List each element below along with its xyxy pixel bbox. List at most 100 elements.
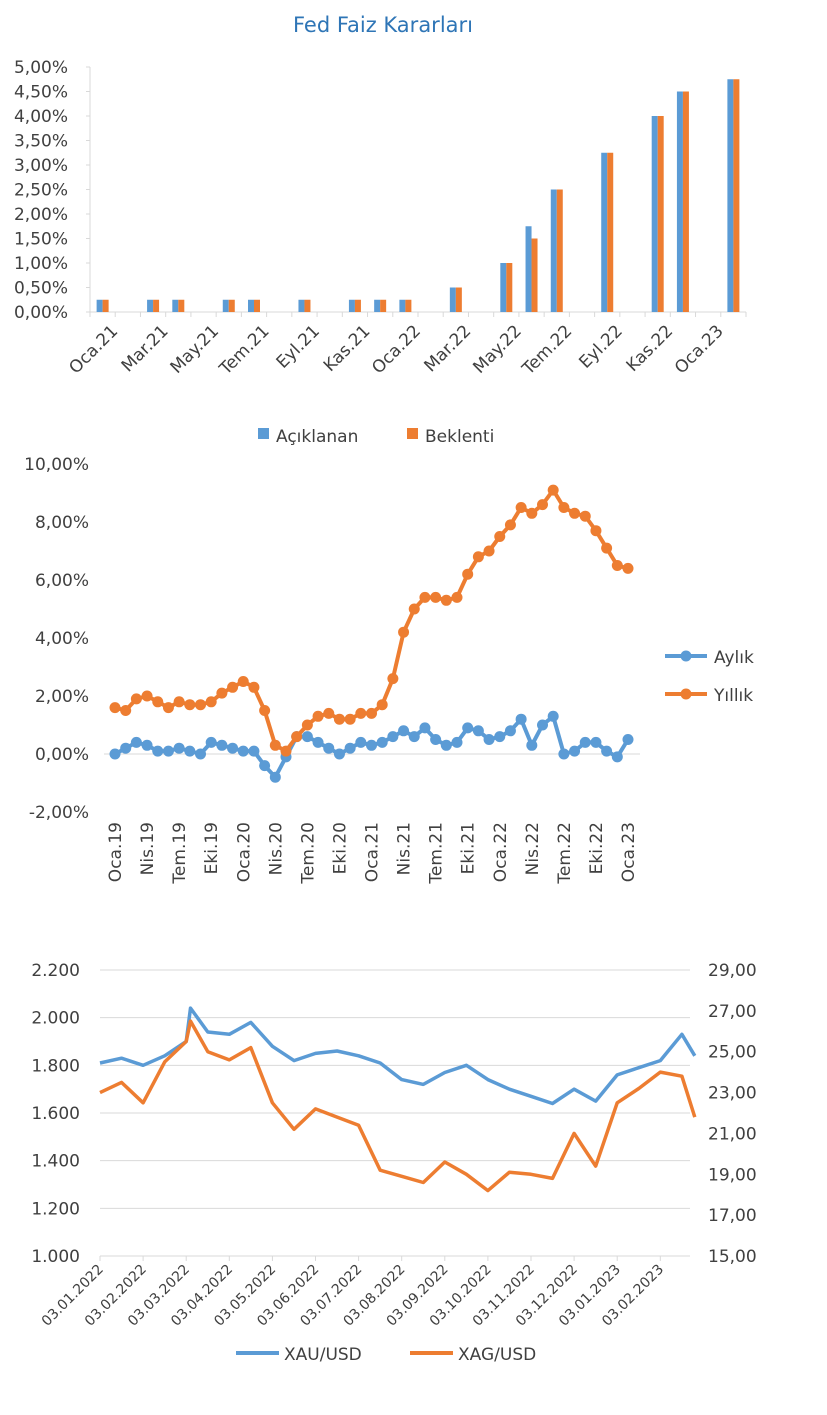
point-yillik — [483, 545, 495, 557]
bar-aciklanan — [96, 299, 103, 312]
point-aylik — [451, 736, 463, 748]
bar-aciklanan — [525, 226, 532, 312]
point-aylik — [387, 731, 399, 743]
bar-beklenti — [178, 299, 185, 312]
point-aylik — [216, 739, 228, 751]
point-yillik — [152, 696, 164, 708]
point-yillik — [333, 713, 345, 725]
x-tick-label: Tem.22 — [518, 321, 576, 379]
bar-aciklanan — [298, 299, 305, 312]
bar-aciklanan — [147, 299, 154, 312]
x-tick-label: Nis.21 — [395, 822, 415, 875]
point-aylik — [579, 736, 591, 748]
point-aylik — [398, 725, 410, 737]
point-aylik — [408, 731, 420, 743]
point-yillik — [259, 705, 271, 716]
y-left-tick-label: 1.400 — [31, 1152, 80, 1172]
bar-beklenti — [153, 299, 160, 312]
point-yillik — [430, 591, 442, 603]
point-aylik — [344, 742, 356, 754]
point-yillik — [451, 591, 463, 603]
y-right-tick-label: 19,00 — [708, 1165, 757, 1185]
y-tick-label: 6,00% — [35, 571, 89, 591]
point-yillik — [398, 626, 410, 638]
point-yillik — [184, 699, 196, 711]
point-aylik — [366, 739, 377, 751]
bar-beklenti — [405, 299, 412, 312]
inflation-chart: -2,00% 0,00% 2,00% 4,00% 6,00% 8,00% 10,00% Oca… — [24, 455, 754, 885]
x-tick-label: Kas.22 — [623, 321, 678, 376]
point-aylik — [483, 734, 495, 745]
point-yillik — [526, 507, 538, 519]
bar-beklenti — [531, 238, 538, 312]
point-yillik — [579, 510, 591, 522]
y-left-tick-label: 2.200 — [31, 961, 80, 981]
point-yillik — [312, 710, 324, 722]
point-yillik — [558, 502, 570, 513]
point-yillik — [462, 568, 474, 580]
x-tick-label: Nis.19 — [138, 822, 158, 875]
y-left-tick-label: 2.000 — [31, 1009, 80, 1029]
x-tick-label: May.22 — [469, 321, 525, 377]
point-yillik — [622, 562, 634, 574]
bar-beklenti — [102, 299, 109, 312]
legend-swatch-beklenti — [407, 428, 418, 439]
point-yillik — [387, 673, 399, 685]
y-left-tick-label: 1.000 — [31, 1247, 80, 1267]
point-yillik — [227, 681, 239, 693]
y-tick-label: 0,50% — [14, 279, 68, 299]
y-tick-label: 5,00% — [14, 58, 68, 78]
point-yillik — [195, 699, 206, 711]
point-yillik — [291, 731, 303, 743]
point-yillik — [494, 531, 506, 542]
y-right-tick-label: 29,00 — [708, 961, 757, 981]
y-tick-label: 10,00% — [24, 455, 89, 475]
y-right-tick-label: 27,00 — [708, 1002, 757, 1022]
x-tick-label: Oca.23 — [619, 822, 639, 882]
x-tick-label: Eki.19 — [202, 822, 222, 874]
point-aylik — [195, 748, 206, 760]
y-left-tick-label: 1.600 — [31, 1104, 80, 1124]
point-aylik — [430, 734, 442, 745]
point-aylik — [515, 713, 527, 725]
legend-marker-aylik — [680, 650, 692, 662]
bar-beklenti — [254, 299, 260, 312]
y-tick-label: 4,00% — [35, 629, 89, 649]
series-line-xau — [99, 1006, 697, 1106]
bar-aciklanan — [374, 299, 381, 312]
x-tick-label: Nis.20 — [266, 822, 286, 875]
point-aylik — [173, 742, 185, 754]
point-aylik — [462, 722, 474, 734]
y-tick-label: 8,00% — [35, 513, 89, 533]
bar-beklenti — [304, 299, 311, 312]
series-line-xag — [99, 1019, 697, 1193]
point-yillik — [280, 745, 292, 757]
x-tick-label: Oca.21 — [65, 321, 122, 378]
bar-aciklanan — [651, 116, 658, 312]
point-aylik — [227, 742, 239, 754]
y-tick-label: 4,00% — [14, 107, 68, 127]
point-aylik — [494, 731, 506, 743]
chart-title: Fed Faiz Kararları — [293, 13, 473, 37]
y-tick-label: 2,00% — [35, 687, 89, 707]
y-tick-label: 1,50% — [14, 230, 68, 250]
point-yillik — [248, 681, 260, 693]
point-aylik — [162, 745, 174, 757]
point-yillik — [237, 676, 249, 687]
x-tick-label: Oca.22 — [491, 822, 511, 882]
x-tick-label: Oca.19 — [106, 822, 126, 882]
point-aylik — [419, 722, 431, 734]
y-tick-label: 0,00% — [14, 303, 68, 323]
legend-marker-yillik — [680, 688, 692, 700]
point-yillik — [408, 603, 420, 615]
point-yillik — [141, 690, 153, 702]
point-aylik — [526, 739, 538, 751]
legend-label-xag: XAG/USD — [458, 1345, 536, 1365]
point-aylik — [590, 736, 602, 748]
point-yillik — [355, 707, 367, 719]
point-yillik — [269, 739, 281, 751]
x-tick-label: Eyl.22 — [575, 321, 626, 372]
y-tick-label: -2,00% — [29, 803, 89, 823]
point-yillik — [130, 693, 142, 705]
bar-beklenti — [607, 152, 614, 312]
